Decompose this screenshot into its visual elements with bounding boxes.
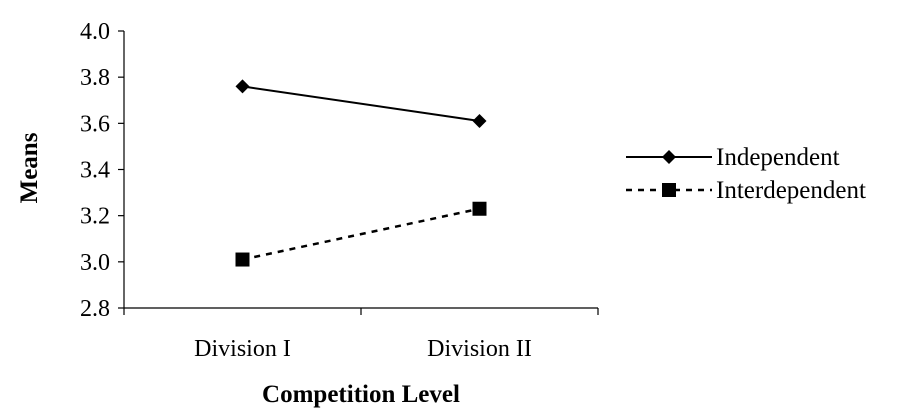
chart-legend: Independent Interdependent	[626, 144, 866, 204]
y-axis-title: Means	[16, 132, 43, 203]
series-line	[242, 85, 480, 123]
legend-marker-square	[662, 183, 676, 197]
legend-item: Independent	[626, 144, 840, 171]
chart-series	[235, 79, 487, 267]
x-tick-label: Division I	[194, 336, 291, 362]
x-tick-label: Division II	[427, 336, 532, 362]
legend-marker-diamond	[662, 150, 676, 164]
y-tick-label: 2.8	[80, 296, 110, 322]
y-tick-label: 3.2	[80, 204, 110, 230]
data-point-diamond	[472, 114, 487, 129]
y-tick-label: 4.0	[80, 19, 110, 45]
series-line	[242, 207, 480, 261]
y-tick-label: 3.4	[80, 158, 110, 184]
x-axis-ticks: Division I Division II	[123, 308, 599, 362]
legend-label: Independent	[716, 144, 840, 171]
data-point-square	[235, 252, 250, 267]
y-tick-label: 3.6	[80, 111, 110, 137]
data-point-square	[472, 201, 487, 216]
legend-label: Interdependent	[716, 177, 866, 204]
data-point-diamond	[235, 79, 250, 94]
chart-axes	[123, 31, 598, 309]
x-axis-title: Competition Level	[262, 381, 460, 408]
y-tick-label: 3.0	[80, 250, 110, 276]
legend-item: Interdependent	[626, 177, 866, 204]
y-axis-ticks: 4.0 3.8 3.6 3.4 3.2 3.0 2.8	[80, 19, 124, 322]
series-independent	[235, 79, 487, 129]
series-interdependent	[235, 201, 487, 267]
y-tick-label: 3.8	[80, 65, 110, 91]
